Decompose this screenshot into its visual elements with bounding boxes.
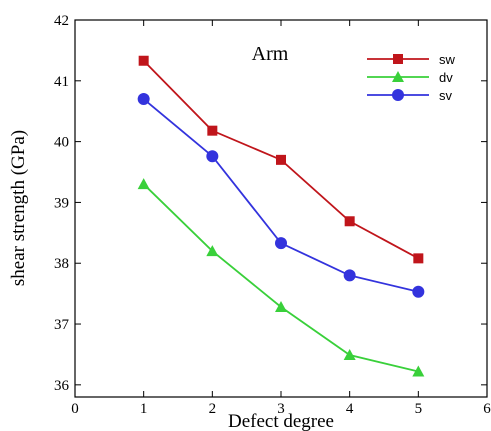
series-line-sv (143, 98, 419, 293)
y-tick-label: 40 (54, 135, 69, 151)
y-tick-label: 36 (54, 378, 70, 394)
legend-entry-dv: dv (367, 70, 453, 85)
y-tick-label: 39 (54, 195, 69, 211)
y-tick-label: 42 (54, 13, 69, 29)
legend-marker-sv (392, 89, 404, 101)
legend-label-dv: dv (439, 70, 453, 85)
series-sw (138, 55, 424, 264)
x-tick-label: 1 (140, 401, 148, 417)
y-axis-label: shear strength (GPa) (8, 130, 29, 286)
chart-title: Arm (252, 43, 289, 65)
data-point-dv (137, 178, 150, 190)
legend: sw dv sv (367, 52, 456, 103)
data-point-sv (137, 93, 150, 106)
x-tick-label: 0 (71, 401, 79, 417)
data-point-dv (206, 245, 219, 257)
legend-marker-sw (393, 54, 403, 64)
data-point-sw (276, 154, 286, 165)
y-tick-label: 41 (54, 74, 69, 90)
series-dv (137, 178, 425, 377)
series-line-dv (143, 183, 419, 373)
legend-entry-sv: sv (367, 88, 453, 103)
series-sv (137, 93, 425, 298)
data-point-sw (138, 55, 149, 66)
data-point-sw (413, 253, 424, 264)
x-tick-label: 3 (277, 401, 285, 417)
data-point-dv (343, 349, 356, 361)
series-layer (137, 55, 425, 377)
data-point-sw (344, 216, 355, 227)
data-point-sv (343, 269, 356, 282)
x-tick-label: 5 (415, 401, 423, 417)
x-axis-label: Defect degree (228, 411, 334, 431)
data-point-sv (412, 285, 425, 298)
y-tick-label: 38 (54, 256, 69, 272)
x-tick-label: 6 (483, 401, 491, 417)
legend-label-sw: sw (439, 52, 456, 67)
x-tick-label: 2 (209, 401, 217, 417)
legend-entry-sw: sw (367, 52, 456, 67)
data-point-sw (207, 125, 218, 136)
legend-marker-dv (392, 71, 404, 82)
data-point-sv (275, 237, 287, 250)
x-tick-label: 4 (346, 401, 354, 417)
y-tick-label: 37 (54, 317, 70, 333)
legend-label-sv: sv (439, 88, 453, 103)
data-point-dv (275, 301, 287, 313)
data-point-sv (206, 150, 219, 163)
data-point-dv (412, 365, 425, 377)
tick-layer: 0 1 2 3 4 5 6 36 37 38 39 40 41 42 (54, 13, 491, 417)
